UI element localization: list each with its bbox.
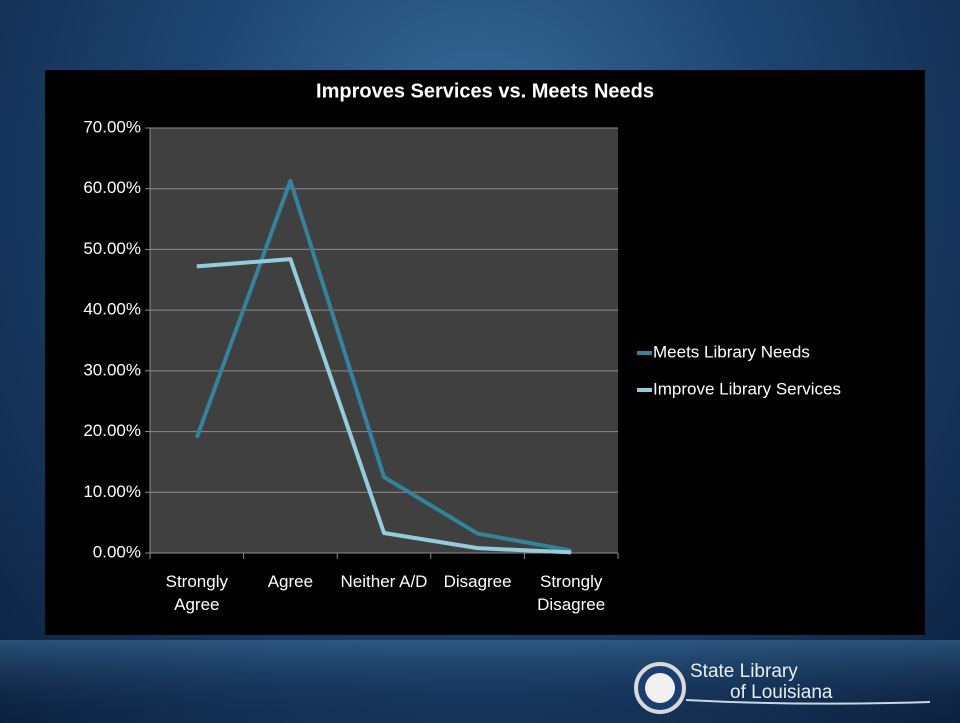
y-tick-label: 60.00% xyxy=(83,178,141,197)
footer-band xyxy=(0,640,960,723)
x-tick-label: Disagree xyxy=(443,572,512,591)
logo-swoosh xyxy=(685,699,931,705)
legend-label: Improve Library Services xyxy=(653,379,841,398)
x-tick-label: Strongly Disagree xyxy=(537,572,606,614)
y-tick-label: 70.00% xyxy=(83,117,141,136)
x-tick-label: Neither A/D xyxy=(340,572,428,591)
series-line xyxy=(194,178,572,553)
legend-label: Meets Library Needs xyxy=(653,342,810,361)
plot-area xyxy=(150,128,618,553)
y-tick-label: 20.00% xyxy=(83,421,141,440)
y-tick-label: 40.00% xyxy=(83,300,141,319)
series-line xyxy=(196,257,572,555)
logo-line2: of Louisiana xyxy=(730,682,833,703)
y-tick-label: 30.00% xyxy=(83,360,141,379)
logo-line1: State Library xyxy=(690,661,798,682)
logo-seal-inner xyxy=(645,673,675,703)
x-tick-label: Agree xyxy=(267,572,314,591)
y-tick-label: 10.00% xyxy=(83,482,141,501)
y-tick-label: 0.00% xyxy=(93,542,141,561)
x-tick-label: Strongly Agree xyxy=(165,572,228,614)
chart-title: Improves Services vs. Meets Needs xyxy=(316,80,654,102)
y-tick-label: 50.00% xyxy=(83,239,141,258)
